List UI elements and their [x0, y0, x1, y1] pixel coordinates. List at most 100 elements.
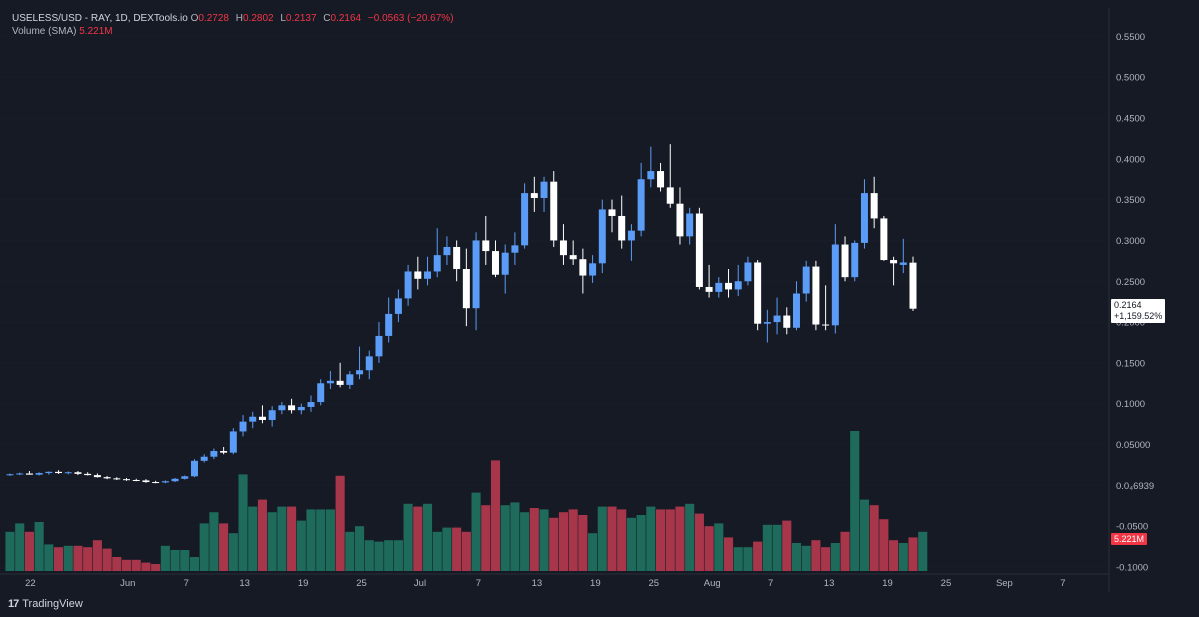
candle-body	[686, 213, 694, 237]
volume-bar	[219, 523, 229, 571]
candle-body	[74, 472, 82, 474]
price-tick-label: 0.5000	[1116, 73, 1145, 84]
legend-low: 0.2137	[285, 13, 317, 24]
candle-body	[93, 475, 101, 478]
legend-volume: Volume (SMA) 5.221M	[12, 26, 117, 37]
volume-bar	[112, 557, 122, 571]
time-tick-label: 25	[356, 578, 367, 589]
candle-body	[589, 263, 597, 276]
volume-bar	[73, 545, 83, 571]
candle-body	[695, 213, 703, 287]
volume-bar	[879, 519, 889, 571]
volume-bar	[422, 503, 433, 571]
candle-body	[45, 471, 53, 474]
candle-body	[521, 193, 529, 246]
legend-symbol: USELESS/USD - RAY, 1D, DEXTools.io	[12, 13, 188, 24]
candle-body	[598, 209, 606, 264]
volume-bar	[296, 520, 306, 571]
volume-bar	[782, 520, 792, 571]
volume-bar	[24, 531, 34, 571]
candle-body	[239, 421, 247, 432]
volume-bar	[743, 547, 753, 571]
volume-bar	[461, 531, 471, 571]
volume-bar	[578, 515, 588, 571]
price-tick-label: 0.3500	[1116, 195, 1145, 206]
candle-body	[113, 478, 121, 480]
time-tick-label: 7	[184, 578, 189, 589]
volume-bar	[753, 541, 763, 571]
volume-bar	[558, 512, 569, 571]
candle-body	[210, 451, 218, 457]
candle-body	[132, 479, 140, 481]
volume-bar	[160, 545, 170, 571]
candle-body	[385, 313, 393, 336]
candle-body	[511, 245, 519, 253]
volume-bar	[277, 506, 287, 571]
time-tick-label: 25	[941, 578, 952, 589]
candle-body	[880, 218, 888, 261]
candle-body	[491, 251, 499, 275]
volume-bar	[801, 545, 811, 571]
volume-bar	[209, 512, 219, 571]
candle-body	[229, 431, 237, 453]
price-tick-label: 0.5500	[1116, 32, 1145, 43]
volume-bar	[44, 544, 54, 571]
legend-close-label: C	[323, 13, 331, 24]
legend-high-label: H	[235, 13, 243, 24]
candle-body	[715, 282, 723, 292]
candle-body	[802, 266, 810, 294]
tradingview-mark-icon: 17	[8, 598, 19, 610]
candle-body	[909, 262, 917, 309]
volume-bar	[335, 475, 345, 571]
volume-bar	[325, 509, 335, 571]
volume-bar	[607, 506, 617, 571]
volume-bar	[83, 547, 93, 571]
candle-body	[356, 370, 364, 375]
price-tick-label: 0.1000	[1116, 399, 1145, 410]
volume-bar	[821, 547, 831, 571]
price-tick-label: 0.3000	[1116, 236, 1145, 247]
candle-body	[763, 322, 771, 324]
volume-bar	[92, 540, 102, 571]
time-tick-label: 19	[298, 578, 309, 589]
candle-body	[375, 335, 383, 357]
time-tick-label: Jul	[414, 578, 426, 589]
candle-body	[812, 266, 820, 325]
volume-bar	[121, 559, 132, 571]
candle-body	[773, 315, 781, 323]
candle-body	[608, 209, 616, 216]
candle-body	[705, 286, 713, 292]
legend-close: 0.2164	[330, 13, 362, 24]
last-price-value: 0.2164	[1114, 300, 1142, 310]
volume-bar	[685, 503, 695, 571]
candle-body	[530, 193, 538, 199]
candle-body	[84, 473, 92, 476]
volume-bar	[345, 531, 355, 571]
volume-bar	[384, 540, 394, 571]
candle-body	[200, 456, 208, 461]
time-tick-label: 13	[239, 578, 250, 589]
candle-body	[123, 479, 131, 481]
volume-bar	[539, 509, 549, 571]
price-tick-label: 0.05000	[1116, 440, 1150, 451]
volume-bar	[568, 509, 578, 571]
candle-body	[501, 252, 509, 275]
candle-body	[142, 480, 150, 483]
time-tick-label: 19	[882, 578, 893, 589]
time-tick-label: 7	[768, 578, 773, 589]
tradingview-logo[interactable]: 17 TradingView	[8, 598, 83, 610]
volume-bar	[597, 506, 607, 571]
candle-body	[336, 380, 344, 385]
candle-body	[657, 171, 665, 188]
volume-bar	[442, 527, 452, 571]
volume-bar	[248, 506, 258, 571]
volume-bar	[898, 543, 908, 571]
volume-bar	[918, 531, 928, 571]
candle-body	[288, 405, 296, 411]
price-axis: 0.5500 0.5000 0.4500 0.4000 0.3500 0.3000 0.25…	[1116, 32, 1154, 574]
candle-body	[453, 246, 461, 270]
volume-bar	[694, 513, 704, 571]
volume-bar	[675, 506, 685, 571]
volume-bar	[316, 509, 326, 571]
